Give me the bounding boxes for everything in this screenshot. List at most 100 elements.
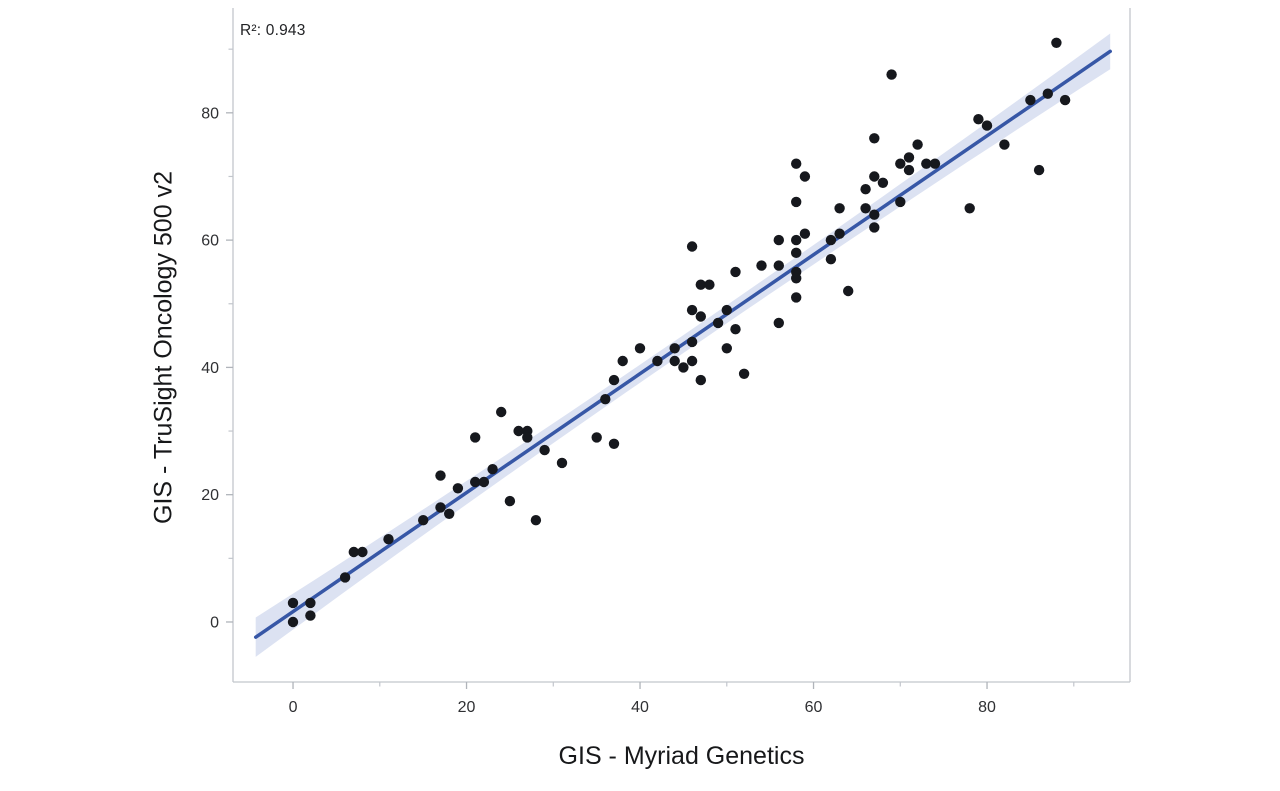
data-point — [686, 336, 698, 348]
data-point — [686, 355, 698, 367]
data-point — [712, 317, 724, 329]
x-tick-label: 40 — [631, 699, 649, 716]
data-point — [522, 432, 533, 443]
data-point — [791, 273, 802, 284]
data-point — [791, 158, 802, 169]
data-point — [730, 324, 741, 335]
data-point — [339, 572, 351, 583]
data-point — [704, 279, 715, 290]
data-point — [496, 406, 507, 418]
data-point — [695, 311, 706, 322]
data-point — [478, 476, 490, 488]
y-tick-label: 0 — [210, 614, 219, 631]
data-point — [773, 260, 784, 271]
data-point — [738, 368, 750, 379]
data-point — [1033, 164, 1045, 176]
data-points-group — [287, 37, 1071, 628]
data-point — [834, 203, 845, 214]
data-point — [973, 114, 984, 125]
x-axis-title: GIS - Myriad Genetics — [558, 742, 805, 770]
data-point — [686, 304, 698, 316]
data-point — [470, 432, 481, 443]
data-point — [756, 260, 767, 271]
data-point — [903, 164, 915, 176]
axes-group — [226, 8, 1131, 689]
data-point — [791, 292, 802, 303]
regression-line — [253, 49, 1112, 639]
data-point — [869, 222, 880, 233]
regression-line-group — [253, 49, 1112, 639]
data-point — [305, 610, 316, 621]
data-point — [860, 203, 871, 214]
data-point — [652, 355, 663, 367]
data-point — [799, 228, 811, 239]
data-point — [608, 438, 620, 449]
y-tick-label: 60 — [201, 233, 219, 250]
data-point — [869, 171, 880, 182]
data-point — [556, 457, 568, 469]
data-point — [287, 597, 299, 609]
data-point — [418, 515, 429, 526]
data-point — [773, 234, 784, 246]
data-point — [435, 502, 446, 513]
data-point — [383, 534, 394, 545]
data-point — [695, 279, 706, 290]
data-point — [825, 254, 837, 265]
data-point — [912, 139, 923, 150]
data-point — [730, 266, 741, 278]
data-point — [305, 597, 316, 609]
data-point — [617, 355, 628, 367]
data-point — [903, 152, 915, 163]
data-point — [860, 184, 871, 195]
data-point — [444, 508, 455, 519]
data-point — [600, 394, 611, 405]
data-point — [1059, 94, 1071, 106]
data-point — [287, 616, 299, 628]
data-point — [634, 343, 646, 354]
data-point — [877, 177, 889, 188]
data-point — [470, 476, 481, 488]
data-point — [825, 234, 837, 246]
data-point — [686, 241, 698, 252]
data-point — [452, 483, 464, 494]
x-tick-label: 0 — [289, 699, 298, 716]
data-point — [591, 432, 602, 443]
data-point — [669, 355, 680, 367]
data-point — [721, 343, 732, 354]
x-tick-label: 60 — [805, 699, 823, 716]
data-point — [999, 139, 1010, 150]
y-tick-label: 20 — [201, 487, 219, 504]
data-point — [695, 374, 706, 386]
data-point — [964, 203, 975, 214]
data-point — [886, 69, 897, 80]
tick-labels-group: 0 20 40 60 80 0 20 40 60 80 — [201, 105, 996, 716]
data-point — [799, 171, 811, 182]
data-point — [773, 317, 784, 329]
data-point — [921, 158, 932, 169]
x-tick-label: 20 — [458, 699, 476, 716]
data-point — [608, 374, 620, 386]
data-point — [487, 464, 498, 475]
data-point — [504, 495, 516, 507]
y-axis-title: GIS - TruSight Oncology 500 v2 — [149, 171, 178, 524]
data-point — [791, 247, 802, 258]
data-point — [530, 515, 542, 526]
data-point — [869, 209, 880, 220]
data-point — [357, 546, 368, 558]
data-point — [791, 196, 802, 208]
data-point — [678, 362, 689, 373]
data-point — [669, 343, 680, 354]
data-point — [843, 285, 854, 297]
r-squared-annotation: R²: 0.943 — [240, 22, 306, 39]
data-point — [895, 196, 906, 208]
data-point — [1025, 94, 1036, 106]
data-point — [539, 444, 550, 456]
y-tick-label: 80 — [201, 105, 219, 122]
data-point — [791, 234, 802, 246]
data-point — [513, 425, 524, 437]
x-tick-label: 80 — [978, 699, 996, 716]
data-point — [1051, 37, 1062, 48]
data-point — [869, 133, 880, 144]
